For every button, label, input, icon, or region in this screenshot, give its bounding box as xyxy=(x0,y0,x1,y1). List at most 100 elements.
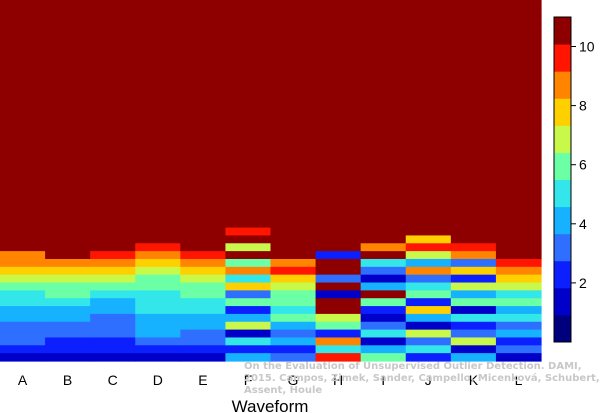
heatmap-cell-B-1 xyxy=(45,7,91,17)
heatmap-cell-D-40 xyxy=(135,313,181,323)
heatmap-cell-H-29 xyxy=(315,227,362,237)
heatmap-cell-K-13 xyxy=(450,102,497,111)
heatmap-cell-E-15 xyxy=(180,117,227,127)
heatmap-cell-D-3 xyxy=(135,23,181,32)
heatmap-cell-B-43 xyxy=(45,337,91,346)
heatmap-cell-B-4 xyxy=(45,31,91,40)
heatmap-cell-E-37 xyxy=(180,290,227,299)
heatmap-cell-D-28 xyxy=(135,219,181,229)
heatmap-cell-F-9 xyxy=(225,70,272,80)
heatmap-cell-K-6 xyxy=(450,47,497,56)
heatmap-cell-K-24 xyxy=(450,188,497,197)
heatmap-cell-D-7 xyxy=(135,54,181,64)
heatmap-cell-F-11 xyxy=(225,86,272,95)
colorbar-segment-2 xyxy=(554,260,571,289)
heatmap-cell-J-42 xyxy=(405,329,452,339)
heatmap-cell-I-22 xyxy=(360,172,407,182)
heatmap-cell-I-21 xyxy=(360,164,407,174)
heatmap-cell-J-34 xyxy=(405,266,452,276)
heatmap-cell-F-22 xyxy=(225,172,272,182)
heatmap-cell-K-36 xyxy=(450,282,497,291)
heatmap-cell-C-23 xyxy=(90,180,136,189)
heatmap-cell-D-34 xyxy=(135,266,181,276)
heatmap-cell-I-41 xyxy=(360,321,407,331)
heatmap-cell-L-3 xyxy=(495,23,542,32)
heatmap-cell-C-41 xyxy=(90,321,136,331)
heatmap-cell-D-0 xyxy=(135,0,181,9)
heatmap-cell-D-43 xyxy=(135,337,181,346)
heatmap-cell-L-7 xyxy=(495,54,542,64)
x-tick-K: K xyxy=(469,372,479,388)
heatmap-cell-J-7 xyxy=(405,54,452,64)
colorbar-segment-6 xyxy=(554,152,571,180)
heatmap-cell-L-37 xyxy=(495,290,542,299)
heatmap-cell-I-3 xyxy=(360,23,407,32)
heatmap-cell-A-28 xyxy=(0,219,46,229)
heatmap-cell-F-23 xyxy=(225,180,272,189)
heatmap-cell-B-29 xyxy=(45,227,91,237)
heatmap-cell-G-27 xyxy=(270,211,317,221)
heatmap-cell-H-39 xyxy=(315,306,362,315)
heatmap-cell-K-17 xyxy=(450,133,497,142)
heatmap-cell-J-15 xyxy=(405,117,452,127)
heatmap-cell-F-19 xyxy=(225,149,272,158)
heatmap-cell-E-27 xyxy=(180,211,227,221)
heatmap-cell-A-23 xyxy=(0,180,46,189)
heatmap-cell-I-11 xyxy=(360,86,407,95)
heatmap-cell-B-45 xyxy=(45,353,91,362)
heatmap-cell-G-41 xyxy=(270,321,317,331)
x-tick-L: L xyxy=(515,372,523,388)
heatmap-cell-H-28 xyxy=(315,219,362,229)
heatmap-cell-L-28 xyxy=(495,219,542,229)
heatmap-cell-A-14 xyxy=(0,109,46,119)
heatmap-cell-D-11 xyxy=(135,86,181,95)
heatmap-cell-D-27 xyxy=(135,211,181,221)
heatmap-cell-B-39 xyxy=(45,306,91,315)
heatmap-cell-H-40 xyxy=(315,313,362,323)
heatmap-cell-A-38 xyxy=(0,298,46,307)
heatmap-cell-E-32 xyxy=(180,251,227,260)
heatmap-cell-D-30 xyxy=(135,235,181,244)
heatmap-cell-H-26 xyxy=(315,204,362,213)
heatmap-cell-D-26 xyxy=(135,204,181,213)
heatmap-cell-B-0 xyxy=(45,0,91,9)
heatmap-cell-I-5 xyxy=(360,39,407,48)
heatmap-cell-G-4 xyxy=(270,31,317,40)
heatmap-cell-D-33 xyxy=(135,258,181,268)
heatmap-cell-F-39 xyxy=(225,306,272,315)
heatmap-cell-C-30 xyxy=(90,235,136,244)
heatmap-cell-C-43 xyxy=(90,337,136,346)
heatmap-cell-K-39 xyxy=(450,306,497,315)
heatmap-cell-G-18 xyxy=(270,141,317,150)
colorbar-tick-label-4: 4 xyxy=(579,216,587,232)
heatmap-cell-C-13 xyxy=(90,102,136,111)
heatmap-cell-E-2 xyxy=(180,15,227,25)
heatmap-cell-H-6 xyxy=(315,47,362,56)
heatmap-cell-D-44 xyxy=(135,345,181,354)
heatmap-cell-G-44 xyxy=(270,345,317,354)
colorbar-segment-1 xyxy=(554,287,571,316)
heatmap-cell-F-25 xyxy=(225,196,272,205)
heatmap-cell-B-25 xyxy=(45,196,91,205)
heatmap-cell-L-27 xyxy=(495,211,542,221)
heatmap-cell-H-37 xyxy=(315,290,362,299)
heatmap-cell-A-31 xyxy=(0,243,46,252)
heatmap-cell-E-45 xyxy=(180,353,227,362)
heatmap-cell-I-37 xyxy=(360,290,407,299)
heatmap-cell-L-32 xyxy=(495,251,542,260)
heatmap-cell-D-29 xyxy=(135,227,181,237)
heatmap-cell-G-10 xyxy=(270,78,317,87)
source-annotation: On the Evaluation of Unsupervised Outlie… xyxy=(244,361,600,396)
heatmap-cell-H-20 xyxy=(315,156,362,166)
heatmap-cell-K-5 xyxy=(450,39,497,48)
heatmap-cell-K-43 xyxy=(450,337,497,346)
heatmap-cell-C-15 xyxy=(90,117,136,127)
heatmap-cell-E-8 xyxy=(180,62,227,72)
heatmap-cell-F-31 xyxy=(225,243,272,252)
heatmap-cell-L-42 xyxy=(495,329,542,339)
heatmap-cell-D-38 xyxy=(135,298,181,307)
heatmap-cell-I-15 xyxy=(360,117,407,127)
heatmap-cell-G-2 xyxy=(270,15,317,25)
heatmap-cell-B-12 xyxy=(45,94,91,103)
heatmap-cell-F-13 xyxy=(225,102,272,111)
